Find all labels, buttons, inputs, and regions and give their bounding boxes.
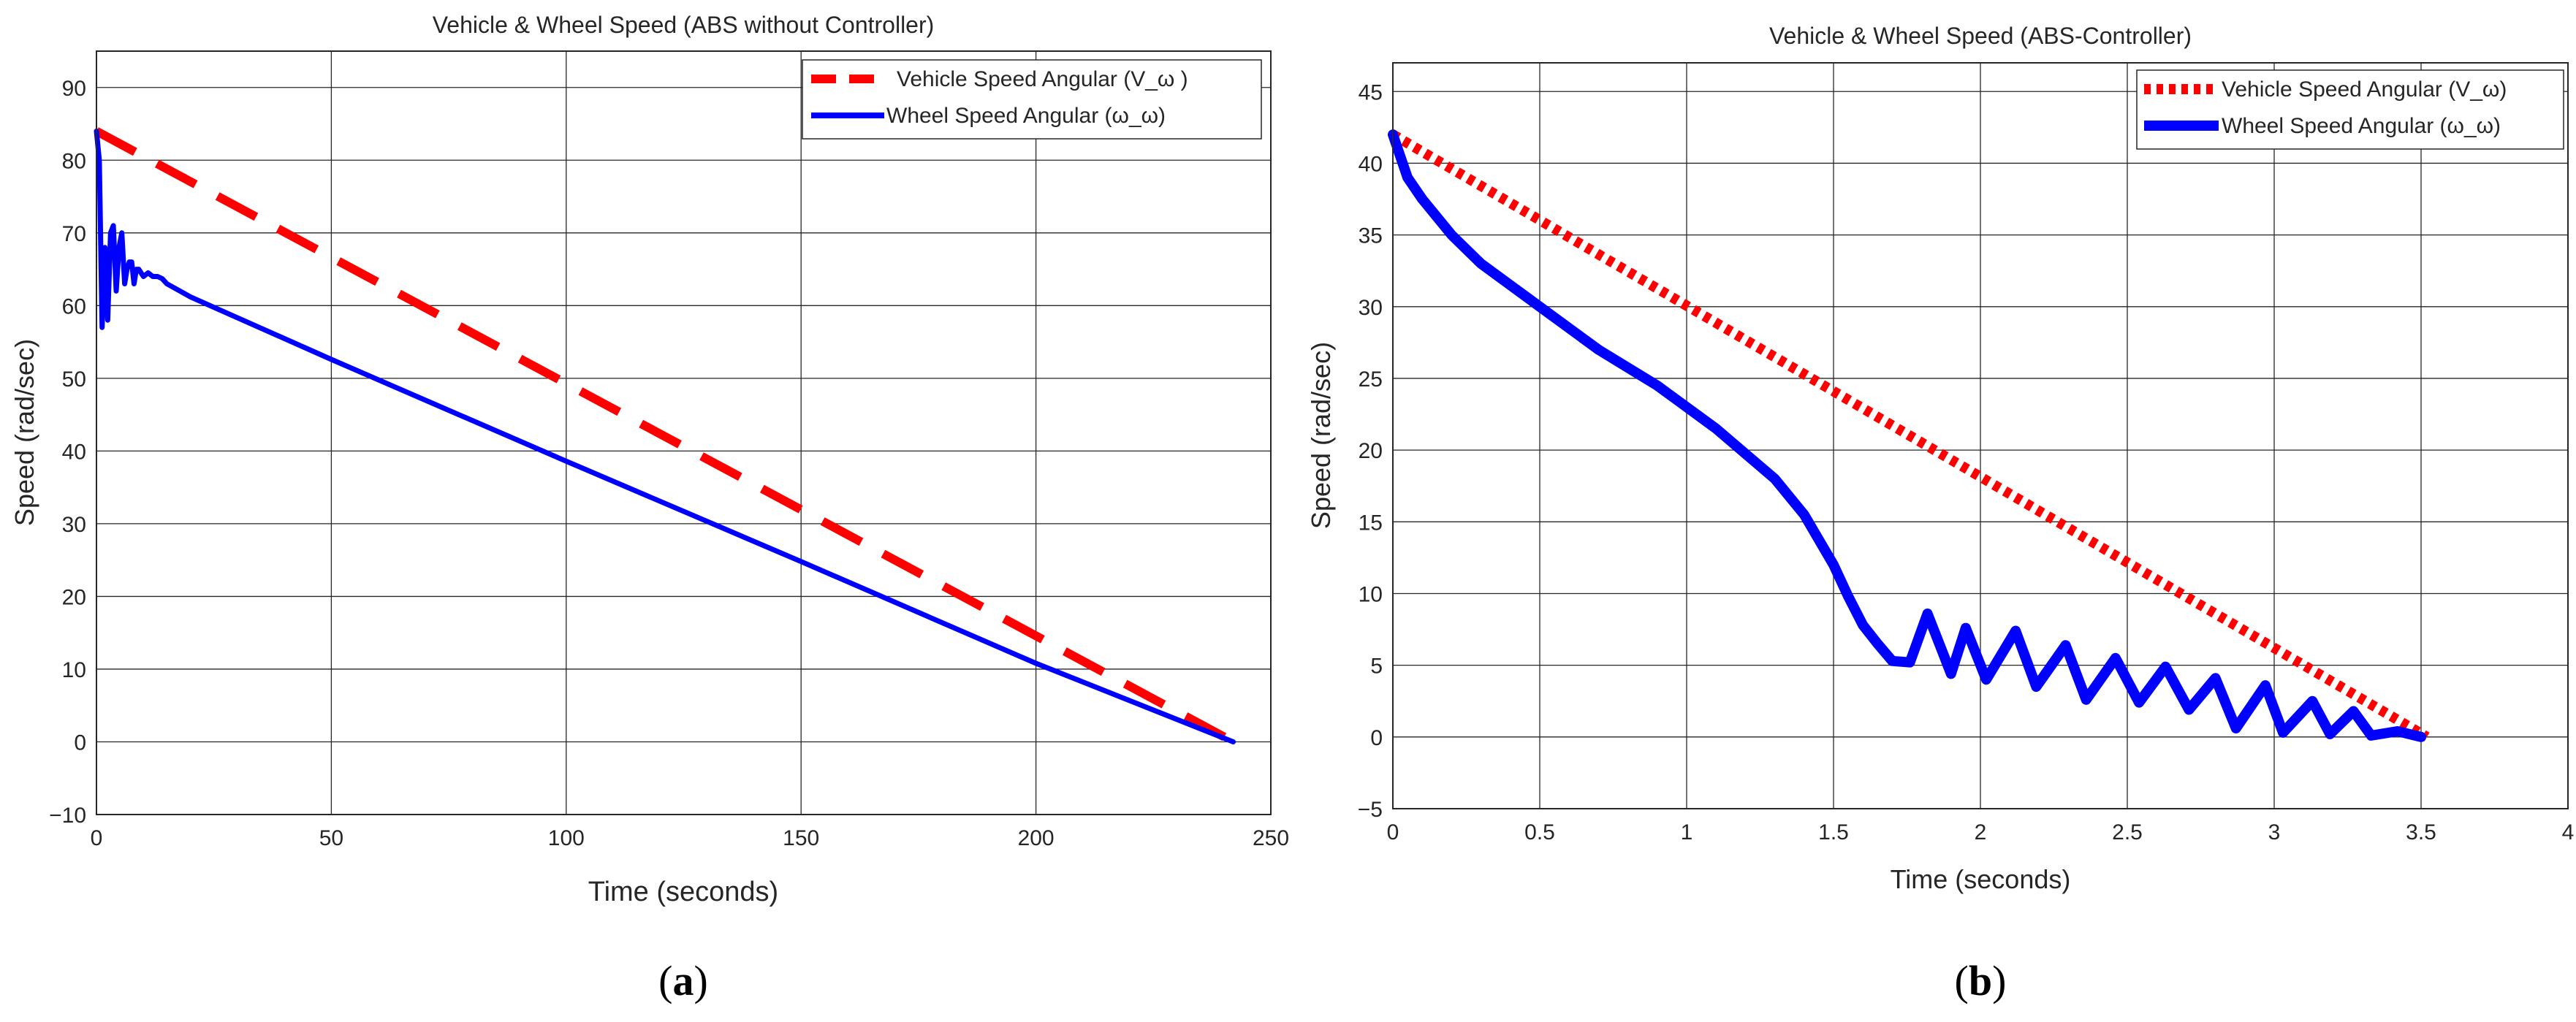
y-tick-label-b-3: 10 (1359, 582, 1383, 606)
legend-box-b (2136, 69, 2564, 150)
caption-a: (a) (658, 957, 708, 1004)
x-axis-label-b: Time (seconds) (1891, 864, 2071, 894)
series-line-a-wheel (94, 129, 1236, 744)
caption-b: (b) (1955, 957, 2007, 1004)
x-tick-label-a-2: 100 (548, 826, 585, 850)
x-tick-label-b-6: 3 (2268, 820, 2281, 844)
series-line-b-wheel (1388, 129, 2426, 742)
plot-frame-a (96, 50, 1272, 815)
y-tick-label-b-9: 40 (1359, 152, 1383, 176)
x-tick-label-a-4: 200 (1018, 826, 1055, 850)
legend-box-a (802, 59, 1262, 140)
legend-label-wheel-a: Wheel Speed Angular (ω_ω) (886, 104, 1166, 128)
legend-a: Vehicle Speed Angular (V_ω ) Wheel Speed… (802, 59, 1262, 140)
y-tick-label-a-2: 10 (62, 658, 86, 682)
series-b (1388, 129, 2430, 742)
y-tick-label-b-7: 30 (1359, 296, 1383, 320)
y-tick-label-b-10: 45 (1359, 80, 1383, 104)
x-tick-label-b-4: 2 (1975, 820, 1987, 844)
y-tick-label-b-2: 5 (1370, 655, 1383, 679)
x-tick-label-a-5: 250 (1253, 826, 1289, 850)
y-tick-label-b-5: 20 (1359, 439, 1383, 463)
y-tick-label-b-1: 0 (1370, 726, 1383, 750)
x-tick-label-a-0: 0 (91, 826, 103, 850)
y-tick-label-a-8: 70 (62, 222, 86, 246)
legend-b: Vehicle Speed Angular (V_ω) Wheel Speed … (2136, 69, 2564, 150)
y-tick-label-a-0: −10 (49, 804, 86, 828)
series-line-b-vehicle (1390, 130, 2430, 741)
y-tick-label-b-8: 35 (1359, 224, 1383, 248)
x-tick-label-b-2: 1 (1681, 820, 1693, 844)
plot-frame-b (1392, 62, 2569, 809)
y-axis-label-b: Speed (rad/sec) (1306, 342, 1336, 529)
x-tick-label-b-7: 3.5 (2406, 820, 2436, 844)
x-tick-label-b-8: 4 (2562, 820, 2575, 844)
x-tick-label-b-3: 1.5 (1818, 820, 1849, 844)
legend-label-wheel-b: Wheel Speed Angular (ω_ω) (2222, 114, 2501, 138)
y-tick-label-a-5: 40 (62, 440, 86, 464)
series-line-a-vehicle (94, 127, 1236, 746)
x-tick-label-b-5: 2.5 (2112, 820, 2143, 844)
y-tick-label-a-3: 20 (62, 585, 86, 609)
y-tick-label-b-6: 25 (1359, 367, 1383, 392)
x-tick-label-b-0: 0 (1387, 820, 1399, 844)
chart-title-b: Vehicle & Wheel Speed (ABS-Controller) (1769, 23, 2192, 49)
y-tick-label-a-4: 30 (62, 513, 86, 537)
y-tick-label-a-6: 50 (62, 367, 86, 392)
legend-label-vehicle-b: Vehicle Speed Angular (V_ω) (2222, 77, 2507, 102)
y-tick-label-b-0: −5 (1358, 798, 1383, 822)
y-tick-label-b-4: 15 (1359, 511, 1383, 535)
y-tick-label-a-10: 90 (62, 77, 86, 101)
y-axis-label-a: Speed (rad/sec) (10, 339, 39, 526)
x-tick-label-a-1: 50 (319, 826, 343, 850)
y-tick-label-a-1: 0 (74, 731, 86, 755)
y-tick-label-a-7: 60 (62, 294, 86, 319)
caption-a-letter: a (673, 957, 694, 1004)
x-tick-label-b-1: 0.5 (1524, 820, 1555, 844)
x-axis-label-a: Time (seconds) (588, 877, 778, 907)
legend-label-vehicle-a: Vehicle Speed Angular (V_ω ) (897, 67, 1188, 91)
chart-title-a: Vehicle & Wheel Speed (ABS without Contr… (433, 12, 935, 38)
plot-area-a (96, 51, 1271, 815)
x-tick-label-a-3: 150 (783, 826, 819, 850)
y-tick-label-a-9: 80 (62, 149, 86, 173)
caption-b-letter: b (1969, 957, 1992, 1004)
series-a (94, 127, 1236, 746)
